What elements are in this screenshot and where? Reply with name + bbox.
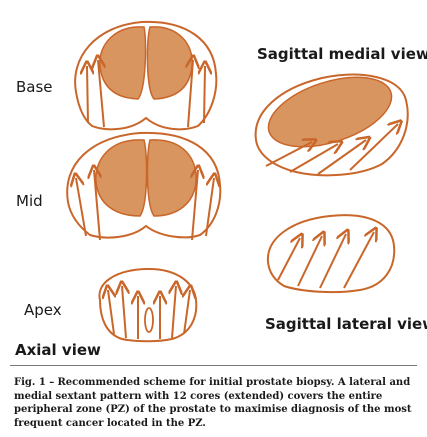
mid-right-lobe	[146, 139, 197, 217]
base-biopsy-arrow	[204, 66, 205, 124]
sagittal-lateral-biopsy-arrow	[277, 238, 300, 281]
label-mid: Mid	[16, 192, 43, 210]
label-base: Base	[16, 78, 53, 96]
base-biopsy-arrow	[188, 60, 193, 128]
sagittal-medial-biopsy-arrow	[349, 124, 398, 171]
sagittal-lateral-biopsy-arrow	[319, 234, 346, 289]
apex-biopsy-arrow	[172, 286, 176, 339]
caption-divider	[10, 365, 417, 366]
figure-caption: Fig. 1 – Recommended scheme for initial …	[14, 376, 416, 430]
label-sagittal-medial-view: Sagittal medial view	[257, 45, 427, 63]
label-axial-view: Axial view	[15, 341, 101, 359]
mid-biopsy-arrow	[205, 178, 214, 237]
apex-prostate-outline	[98, 267, 198, 343]
label-apex: Apex	[24, 301, 62, 319]
sagittal-medial-outline	[254, 73, 409, 177]
sagittal-lateral-outline	[266, 214, 396, 294]
axial-mid-section	[66, 131, 222, 241]
apex-biopsy-arrow	[184, 290, 190, 335]
biopsy-scheme-diagram	[66, 20, 409, 343]
sagittal-medial-biopsy-arrow	[317, 140, 366, 175]
mid-biopsy-arrow	[192, 170, 198, 241]
sagittal-medial-biopsy-arrow	[265, 142, 312, 167]
axial-base-section	[74, 20, 218, 131]
sagittal-medial-biopsy-arrow	[289, 144, 338, 173]
base-left-lobe	[99, 26, 147, 100]
base-biopsy-arrow	[87, 66, 88, 124]
label-sagittal-lateral-view: Sagittal lateral view	[265, 315, 427, 333]
axial-apex-section	[98, 267, 198, 343]
apex-biopsy-arrow	[108, 290, 114, 335]
mid-biopsy-arrow	[76, 178, 87, 237]
base-prostate-outline	[74, 20, 218, 131]
mid-left-lobe	[95, 139, 148, 217]
base-right-lobe	[146, 26, 193, 100]
sagittal-medial-section	[254, 73, 409, 177]
sagittal-lateral-biopsy-arrow	[343, 232, 374, 289]
mid-prostate-outline	[66, 131, 222, 239]
apex-biopsy-arrow	[122, 286, 126, 339]
caption-figure-reference: Fig. 1 –	[14, 377, 55, 388]
apex-urethra	[144, 307, 154, 333]
sagittal-lateral-biopsy-arrow	[297, 236, 322, 287]
mid-biopsy-arrow	[94, 170, 100, 241]
caption-text: Recommended scheme for initial prostate …	[14, 377, 412, 429]
sagittal-lateral-section	[266, 214, 396, 294]
base-biopsy-arrow	[98, 60, 104, 128]
